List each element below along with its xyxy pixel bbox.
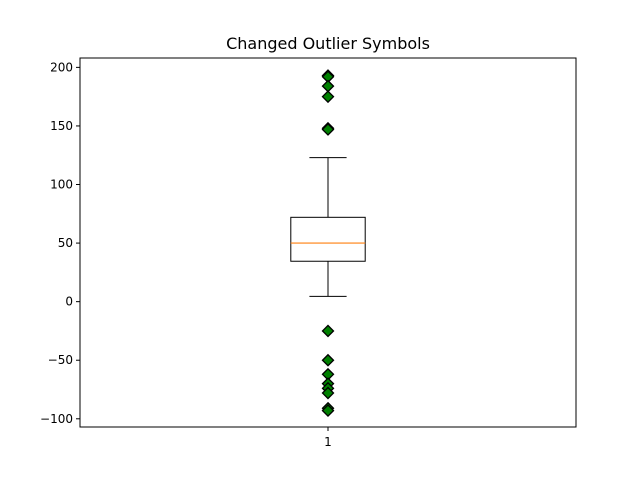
y-tick-label: 0 [65,295,73,309]
outlier-point [321,324,335,338]
y-tick-label: −100 [40,412,73,426]
y-tick-label: 100 [50,178,73,192]
outlier-point [321,90,335,104]
iqr-box [290,216,366,262]
plot-area: −100 −50 0 50 100 150 200 1 [40,57,577,449]
outlier-point [321,79,335,93]
outlier-point [321,404,335,418]
outlier-point [321,353,335,367]
chart-title: Changed Outlier Symbols [226,34,430,53]
outlier-point [321,386,335,400]
outlier-point [321,123,335,136]
y-tick-label: −50 [48,353,73,367]
y-tick-label: 200 [50,60,73,74]
y-tick-label: 150 [50,119,73,133]
axes-frame [79,57,577,428]
y-tick-label: 50 [58,236,73,250]
x-tick-label: 1 [324,435,332,449]
